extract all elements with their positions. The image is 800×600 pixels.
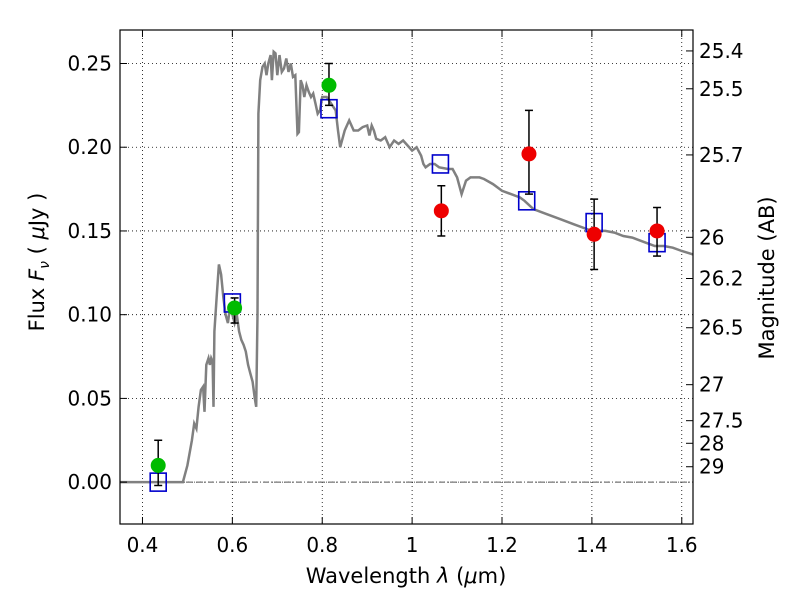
magnitude-tick-label: 27.5	[699, 409, 744, 433]
magnitude-tick-label: 26	[699, 225, 724, 249]
magnitude-tick-label: 27	[699, 373, 724, 397]
magnitude-tick-label: 25.7	[699, 143, 744, 167]
photometry-point	[227, 300, 243, 316]
y-tick-label: 0.10	[67, 303, 112, 327]
photometry-point	[150, 457, 166, 473]
x-tick-label: 1	[406, 533, 419, 557]
y-tick-label: 0.20	[67, 135, 112, 159]
x-tick-label: 0.4	[127, 533, 159, 557]
photometry-point	[649, 223, 665, 239]
magnitude-tick-label: 26.5	[699, 316, 744, 340]
y-tick-label: 0.25	[67, 51, 112, 75]
x-tick-label: 1.2	[486, 533, 518, 557]
model-flux-square	[517, 191, 536, 211]
magnitude-tick-label: 29	[699, 455, 724, 479]
plot-frame	[119, 29, 694, 525]
magnitude-tick-label: 25.4	[699, 39, 744, 63]
photometry-point	[321, 77, 337, 93]
photometry-point	[521, 146, 537, 162]
photometry-points	[150, 62, 665, 487]
photometry-point	[586, 226, 602, 242]
magnitude-tick-label: 26.2	[699, 267, 744, 291]
x-tick-label: 0.6	[216, 533, 248, 557]
magnitude-tick-label: 25.5	[699, 77, 744, 101]
magnitude-tick-label: 28	[699, 431, 724, 455]
x-axis-label: Wavelength λ (μm)	[306, 564, 507, 588]
y-axis-label: Flux Fν ( μJy )	[25, 193, 53, 332]
axis-ticks: 0.4 0.6 0.8 1 1.2 1.4 1.6 0.00 0.05 0.10 0.15 0.20 0…	[67, 30, 744, 557]
magnitude-axis-label: Magnitude (AB)	[755, 196, 779, 359]
x-tick-label: 1.6	[666, 533, 698, 557]
grid-lines	[120, 30, 693, 524]
y-tick-label: 0.15	[67, 219, 112, 243]
model-flux-square	[431, 154, 450, 174]
y-tick-label: 0.00	[67, 470, 112, 494]
x-tick-label: 1.4	[576, 533, 608, 557]
photometry-point	[433, 203, 449, 219]
x-tick-label: 0.8	[306, 533, 338, 557]
model-sed-line	[120, 49, 694, 484]
y-tick-label: 0.05	[67, 386, 112, 410]
model-flux-squares	[149, 98, 666, 492]
